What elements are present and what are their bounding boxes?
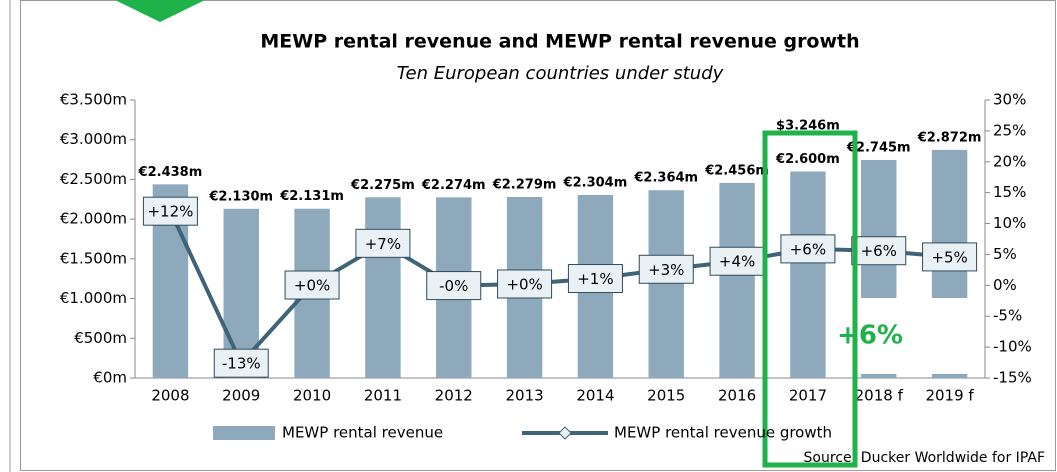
bar-value-label: €2.438m [138,165,203,180]
bar [365,197,401,378]
bar-value-label: €2.279m [492,177,557,192]
line-value-label: +0% [294,277,330,295]
y2-tick-label: 5% [993,245,1017,263]
y2-tick-label: 20% [993,152,1026,170]
source: Source: Ducker Worldwide for IPAF [804,450,1045,466]
y-tick-label: €1.000m [60,289,127,307]
line-label-box [284,270,340,300]
line-value-label: +0% [506,275,542,293]
line-value-label: +12% [147,203,193,221]
legend-marker [558,426,572,440]
y-tick-label: €3.000m [60,130,127,148]
x-tick-label: 2009 [222,387,260,405]
line-value-label: +1% [577,270,613,288]
line-value-label: +4% [719,253,755,271]
annotation-box [826,298,970,374]
line-label-box [567,264,623,294]
bar [719,182,755,378]
x-tick-label: 2011 [364,387,402,405]
y-tick-label: €3.500m [60,91,127,109]
y-tick-label: €2.000m [60,210,127,228]
x-tick-label: 2015 [647,387,685,405]
line-value-label: +5% [931,248,967,266]
bar-value-label: €2.130m [208,189,273,204]
x-tick-label: 2019 f [925,387,974,405]
line-label-box [638,254,694,284]
bar-value-label: €2.275m [350,178,415,193]
y2-tick-label: 10% [993,214,1026,232]
legend-label: MEWP rental revenue growth [614,424,832,442]
line-label-box [497,269,553,299]
x-tick-label: 2014 [576,387,614,405]
line-value-label: +6% [861,242,897,260]
line-label-box [142,196,198,226]
line-label-box [851,236,907,266]
line-label-box [426,271,482,301]
annotation: $3.246m [776,119,840,134]
y-tick-label: €2.500m [60,170,127,188]
line-value-label: +6% [790,240,826,258]
chart-frame [20,0,1056,471]
chart-title: MEWP rental revenue and MEWP rental reve… [260,31,859,53]
chart-subtitle: Ten European countries under study [397,63,724,84]
x-tick-label: 2008 [151,387,189,405]
line-value-label: -0% [439,277,468,295]
y2-tick-label: -5% [993,307,1022,325]
bar-value-label: €2.456m [704,163,769,178]
legend-label: MEWP rental revenue [282,424,443,442]
highlight-box [762,130,858,468]
y-tick-label: €1.500m [60,249,127,267]
y-tick-label: €500m [74,329,127,347]
y2-tick-label: 15% [993,183,1026,201]
bar-value-label: €2.872m [917,130,982,145]
line-label-box [780,234,836,264]
arrow [115,0,205,22]
line-label-box [213,348,269,378]
x-tick-label: 2018 f [855,387,904,405]
x-tick-label: 2017 [789,387,827,405]
y2-tick-label: -10% [993,338,1032,356]
x-tick-label: 2016 [718,387,756,405]
line-value-label: +3% [648,261,684,279]
bar-value-label: €2.304m [563,175,628,190]
bar-value-label: €2.274m [421,178,486,193]
legend-swatch [213,426,275,440]
x-tick-label: 2013 [505,387,543,405]
bar [790,171,826,378]
line-value-label: -13% [222,355,261,373]
bar-value-label: €2.131m [279,189,344,204]
bar-value-label: €2.364m [633,171,698,186]
y2-tick-label: -15% [993,369,1032,387]
y2-tick-label: 30% [993,91,1026,109]
line-label-box [355,228,411,258]
bar-value-label: €2.600m [775,152,840,167]
line-label-box [922,242,978,272]
line-label-box [709,246,765,276]
x-tick-label: 2012 [435,387,473,405]
bar [648,190,684,378]
bar-value-label: €2.745m [846,140,911,155]
y2-tick-label: 25% [993,121,1026,139]
x-tick-label: 2010 [293,387,331,405]
y-tick-label: €0m [93,369,127,387]
y2-tick-label: 0% [993,276,1017,294]
line-value-label: +7% [365,235,401,253]
annotation: +6% [837,321,903,351]
